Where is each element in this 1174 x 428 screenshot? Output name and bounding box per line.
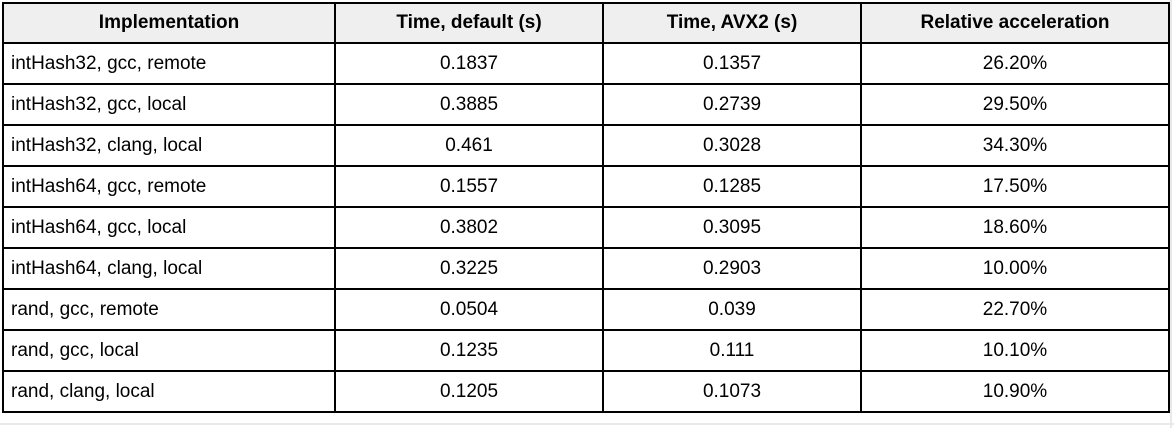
- cell-default: 0.3885: [334, 83, 604, 126]
- cell-avx2: 0.111: [602, 329, 862, 372]
- cell-accel: 34.30%: [860, 124, 1170, 167]
- cell-default: 0.3225: [334, 247, 604, 290]
- cell-accel: 29.50%: [860, 83, 1170, 126]
- cell-default: 0.461: [334, 124, 604, 167]
- cell-accel: 17.50%: [860, 165, 1170, 208]
- table-row: intHash64, gcc, local 0.3802 0.3095 18.60%: [2, 206, 1170, 249]
- cell-impl: intHash32, clang, local: [2, 124, 336, 167]
- cell-avx2: 0.2739: [602, 83, 862, 126]
- table-row: intHash64, gcc, remote 0.1557 0.1285 17.50%: [2, 165, 1170, 208]
- table-body: intHash32, gcc, remote 0.1837 0.1357 26.20%…: [2, 42, 1170, 413]
- table-header-row: Implementation Time, default (s) Time, A…: [2, 2, 1170, 44]
- cell-default: 0.1557: [334, 165, 604, 208]
- cell-impl: rand, gcc, local: [2, 329, 336, 372]
- benchmark-table: Implementation Time, default (s) Time, A…: [2, 2, 1170, 413]
- cell-default: 0.3802: [334, 206, 604, 249]
- cell-accel: 10.90%: [860, 370, 1170, 413]
- cell-avx2: 0.1073: [602, 370, 862, 413]
- table-row: rand, gcc, remote 0.0504 0.039 22.70%: [2, 288, 1170, 331]
- table-row: intHash32, gcc, remote 0.1837 0.1357 26.20%: [2, 42, 1170, 85]
- cell-default: 0.0504: [334, 288, 604, 331]
- table-row: intHash32, gcc, local 0.3885 0.2739 29.50%: [2, 83, 1170, 126]
- table-row: rand, clang, local 0.1205 0.1073 10.90%: [2, 370, 1170, 413]
- cell-default: 0.1205: [334, 370, 604, 413]
- cell-accel: 10.00%: [860, 247, 1170, 290]
- header-time-default: Time, default (s): [334, 2, 604, 44]
- cell-avx2: 0.1285: [602, 165, 862, 208]
- cell-impl: intHash64, clang, local: [2, 247, 336, 290]
- cell-impl: intHash64, gcc, remote: [2, 165, 336, 208]
- cell-avx2: 0.039: [602, 288, 862, 331]
- header-time-avx2: Time, AVX2 (s): [602, 2, 862, 44]
- header-relative-acceleration: Relative acceleration: [860, 2, 1170, 44]
- cell-impl: intHash64, gcc, local: [2, 206, 336, 249]
- table-row: intHash32, clang, local 0.461 0.3028 34.30%: [2, 124, 1170, 167]
- cell-accel: 26.20%: [860, 42, 1170, 85]
- cell-avx2: 0.2903: [602, 247, 862, 290]
- cell-impl: intHash32, gcc, remote: [2, 42, 336, 85]
- cell-default: 0.1837: [334, 42, 604, 85]
- cell-accel: 18.60%: [860, 206, 1170, 249]
- cell-accel: 10.10%: [860, 329, 1170, 372]
- cell-impl: rand, clang, local: [2, 370, 336, 413]
- cell-impl: rand, gcc, remote: [2, 288, 336, 331]
- table-row: rand, gcc, local 0.1235 0.111 10.10%: [2, 329, 1170, 372]
- cell-avx2: 0.3095: [602, 206, 862, 249]
- cell-avx2: 0.3028: [602, 124, 862, 167]
- header-implementation: Implementation: [2, 2, 336, 44]
- cell-impl: intHash32, gcc, local: [2, 83, 336, 126]
- cell-default: 0.1235: [334, 329, 604, 372]
- table-row: intHash64, clang, local 0.3225 0.2903 10.00…: [2, 247, 1170, 290]
- cell-accel: 22.70%: [860, 288, 1170, 331]
- cell-avx2: 0.1357: [602, 42, 862, 85]
